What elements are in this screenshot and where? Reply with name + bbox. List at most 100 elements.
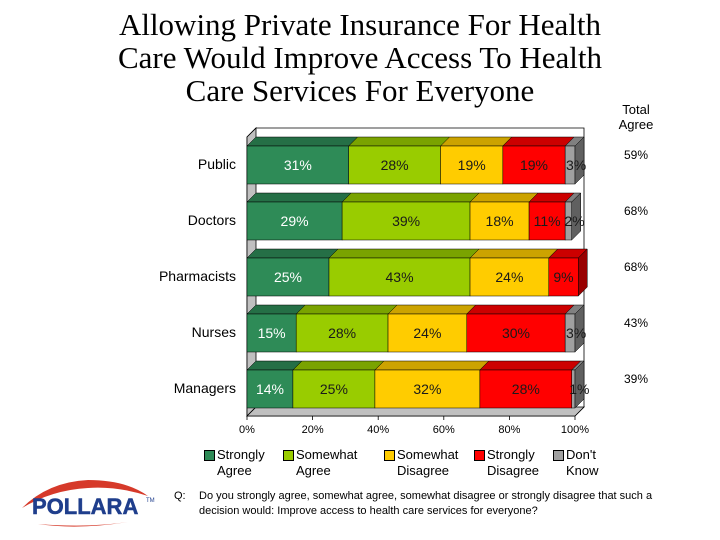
bar-value-label: 28%	[328, 325, 356, 341]
x-tick-label: 100%	[561, 424, 589, 436]
title-line-2: Care Would Improve Access To Health	[117, 40, 603, 75]
bar-value-label: 28%	[512, 381, 540, 397]
x-tick-label: 0%	[239, 424, 255, 436]
bar-segment-top	[479, 360, 582, 371]
question-text: Do you strongly agree, somewhat agree, s…	[199, 490, 653, 517]
bar-segment	[295, 313, 389, 353]
bar-value-label: 2%	[564, 213, 584, 229]
bar-value-label: 43%	[386, 269, 414, 285]
bar-value-label: 14%	[256, 381, 284, 397]
bar-segment	[387, 313, 468, 353]
bar-value-label: 30%	[502, 325, 530, 341]
bar-segment-top	[246, 136, 359, 147]
bar-segment-top	[439, 136, 513, 147]
bar-segment	[502, 145, 566, 185]
category-label: Nurses	[192, 324, 236, 340]
x-tick-label: 80%	[498, 424, 520, 436]
bar-value-label: 31%	[284, 157, 312, 173]
logo-swoosh	[22, 480, 148, 508]
x-tick-label: 40%	[367, 424, 389, 436]
category-label: Pharmacists	[159, 268, 236, 284]
bar-segment-top	[387, 304, 477, 315]
bar-segment-top	[246, 192, 352, 203]
title-line-3: Care Services For Everyone	[185, 73, 535, 108]
bar-value-label: 3%	[566, 157, 586, 173]
legend-swatch	[553, 450, 564, 461]
bar-segment	[328, 257, 471, 297]
bar-segment	[469, 201, 530, 241]
bar-value-label: 18%	[486, 213, 514, 229]
total-agree-value: 68%	[624, 204, 648, 218]
bar-value-label: 29%	[281, 213, 309, 229]
bar-segment	[246, 145, 349, 185]
legend-label: Somewhat Agree	[296, 447, 358, 478]
category-label: Public	[198, 156, 236, 172]
bar-value-label: 3%	[566, 325, 586, 341]
bar-segment-top	[246, 304, 306, 315]
logo-trademark: TM	[146, 498, 155, 504]
bar-value-label: 32%	[413, 381, 441, 397]
bar-segment	[479, 369, 572, 409]
legend-label: Strongly Agree	[217, 447, 265, 478]
bar-segment-top	[295, 304, 398, 315]
bar-value-label: 9%	[553, 269, 573, 285]
bar-value-label: 24%	[495, 269, 523, 285]
bar-segment	[466, 313, 566, 353]
bar-segment-top	[466, 304, 575, 315]
total-agree-value: 39%	[624, 372, 648, 386]
bar-value-label: 39%	[392, 213, 420, 229]
total-agree-value: 59%	[624, 148, 648, 162]
category-label: Managers	[174, 380, 236, 396]
x-tick-label: 20%	[302, 424, 324, 436]
bar-segment	[469, 257, 550, 297]
bar-segment-top	[469, 248, 559, 259]
bar-segment	[341, 201, 471, 241]
bar-side	[571, 192, 581, 241]
bar-segment-top	[341, 192, 480, 203]
x-tick-label: 60%	[433, 424, 455, 436]
bar-value-label: 11%	[534, 213, 561, 229]
bar-segment	[548, 257, 579, 297]
legend-label: Somewhat Disagree	[397, 447, 459, 478]
bar-segment-top	[246, 360, 303, 371]
bar-segment	[246, 257, 330, 297]
bar-segment	[528, 201, 566, 241]
total-agree-value: 68%	[624, 260, 648, 274]
legend-swatch	[283, 450, 294, 461]
bar-value-label: 19%	[458, 157, 486, 173]
total-agree-header: Total Agree	[618, 102, 654, 132]
pollara-logo: POLLARA TM	[22, 480, 155, 527]
logo-wordmark: POLLARA	[32, 494, 138, 519]
bar-side	[574, 360, 585, 409]
category-label: Doctors	[188, 212, 236, 228]
bar-segment-top	[328, 248, 480, 259]
legend-swatch	[384, 450, 395, 461]
legend-label: Don't Know	[566, 447, 599, 478]
bar-segment	[246, 313, 297, 353]
bar-segment-top	[246, 248, 339, 259]
legend-swatch	[474, 450, 485, 461]
bar-value-label: 19%	[520, 157, 548, 173]
bar-value-label: 25%	[274, 269, 302, 285]
bar-segment-top	[348, 136, 451, 147]
bar-segment	[348, 145, 441, 185]
question-prefix: Q:	[174, 490, 186, 502]
bar-segment-top	[374, 360, 490, 371]
bar-value-label: 15%	[258, 325, 286, 341]
total-agree-value: 43%	[624, 316, 648, 330]
bar-segment-top	[502, 136, 575, 147]
bar-segment	[374, 369, 481, 409]
bar-segment-top	[469, 192, 539, 203]
title-line-1: Allowing Private Insurance For Health	[118, 7, 602, 42]
bar-value-label: 1%	[569, 381, 589, 397]
logo-swoosh-bottom	[38, 522, 128, 527]
bar-side	[578, 248, 588, 297]
bar-side	[574, 304, 585, 353]
bar-segment	[292, 369, 376, 409]
plot-floor	[246, 406, 585, 417]
bar-value-label: 28%	[381, 157, 409, 173]
bar-side	[574, 136, 585, 185]
bar-value-label: 24%	[413, 325, 441, 341]
bar-value-label: 25%	[320, 381, 348, 397]
